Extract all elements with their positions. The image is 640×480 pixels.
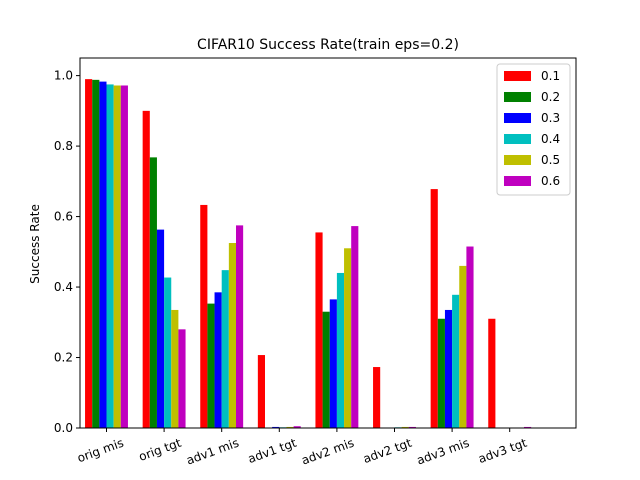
legend-swatch-0.5 [504, 155, 531, 165]
bar-0.3-adv2-mis [329, 299, 337, 428]
bar-0.6-adv1-mis [236, 225, 244, 428]
bar-0.5-adv1-tgt [286, 426, 294, 428]
y-axis-label: Success Rate [28, 204, 42, 284]
bar-0.2-adv3-mis [437, 318, 445, 428]
x-tick-label: orig tgt [137, 436, 183, 464]
bar-0.1-adv2-tgt [373, 367, 381, 428]
x-tick-label: adv1 tgt [246, 436, 299, 467]
legend-swatch-0.1 [504, 71, 531, 81]
bar-0.5-adv2-tgt [401, 426, 409, 428]
bar-0.6-adv1-tgt [293, 426, 301, 428]
bar-0.4-adv3-mis [452, 294, 460, 428]
bar-0.4-adv2-mis [336, 272, 345, 428]
bar-0.2-adv1-mis [207, 303, 215, 428]
legend-label-0.4: 0.4 [541, 132, 560, 146]
bar-0.3-adv1-mis [214, 292, 222, 428]
bar-0.5-orig-tgt [171, 309, 179, 428]
legend-swatch-0.2 [504, 92, 531, 102]
x-tick-label: orig mis [75, 436, 125, 466]
plot-frame [79, 57, 577, 429]
bar-0.2-orig-tgt [149, 157, 157, 428]
bar-0.3-orig-mis [99, 81, 107, 428]
bar-0.4-orig-mis [106, 84, 114, 428]
x-tick-label: adv2 tgt [361, 436, 414, 467]
x-tick-label: adv2 mis [300, 436, 356, 468]
bars-group [85, 79, 532, 429]
bar-0.4-orig-tgt [164, 277, 172, 428]
y-tick-label: 0.0 [54, 421, 73, 435]
legend-label-0.3: 0.3 [541, 111, 560, 125]
legend-label-0.2: 0.2 [541, 90, 560, 104]
bar-0.3-adv1-tgt [272, 426, 280, 428]
legend-label-0.5: 0.5 [541, 153, 560, 167]
x-tick-label: adv3 mis [415, 436, 471, 468]
bar-0.3-orig-tgt [156, 229, 165, 428]
bar-0.1-orig-mis [85, 79, 93, 429]
bar-0.1-adv1-mis [200, 204, 208, 428]
y-tick-label: 1.0 [54, 69, 73, 83]
legend-label-0.6: 0.6 [541, 174, 560, 188]
bar-0.6-adv2-tgt [408, 426, 416, 428]
x-tick-label: adv3 tgt [476, 436, 529, 467]
bar-0.5-adv1-mis [228, 243, 236, 428]
legend: 0.1 0.2 0.3 0.4 0.5 0.6 [496, 63, 571, 196]
y-tick-label: 0.2 [54, 351, 73, 365]
bar-0.2-orig-mis [92, 79, 100, 428]
bar-0.6-orig-tgt [178, 329, 186, 428]
legend-label-0.1: 0.1 [541, 69, 560, 83]
legend-swatch-0.4 [504, 134, 531, 144]
bar-0.1-adv1-tgt [257, 355, 265, 428]
bar-0.1-adv3-mis [430, 189, 438, 428]
y-tick-label: 0.4 [54, 280, 73, 294]
y-tick-label: 0.6 [54, 210, 73, 224]
bar-0.6-adv3-tgt [524, 426, 532, 428]
bar-0.5-adv2-mis [344, 248, 352, 428]
legend-swatch-0.6 [504, 176, 531, 186]
legend-swatch-0.3 [504, 113, 531, 123]
y-tick-label: 0.8 [54, 139, 73, 153]
bar-0.3-adv3-mis [444, 309, 453, 428]
bar-0.6-adv2-mis [351, 226, 359, 428]
bar-0.6-adv3-mis [466, 246, 474, 428]
bar-0.2-adv2-mis [322, 311, 330, 428]
bar-0.5-orig-mis [113, 85, 121, 428]
bar-0.5-adv3-mis [459, 265, 467, 428]
bar-0.1-orig-tgt [142, 110, 150, 428]
chart-title: CIFAR10 Success Rate(train eps=0.2) [197, 37, 459, 53]
bar-0.1-adv2-mis [315, 232, 323, 428]
bar-0.4-adv1-mis [221, 270, 229, 428]
x-tick-label: adv1 mis [184, 436, 240, 468]
bar-0.1-adv3-tgt [488, 318, 496, 428]
bar-0.6-orig-mis [120, 85, 128, 428]
